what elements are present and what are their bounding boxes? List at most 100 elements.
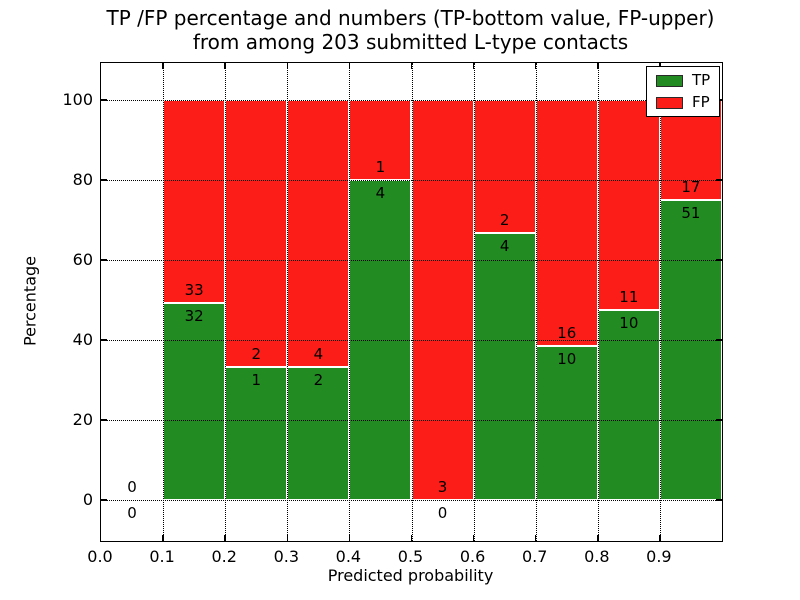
x-gridline bbox=[411, 63, 413, 541]
bar-tp bbox=[535, 346, 598, 500]
x-tick-mark bbox=[224, 535, 226, 541]
bar-tp bbox=[163, 303, 226, 500]
bar-fp-count-label: 2 bbox=[251, 344, 262, 363]
x-tick-mark bbox=[534, 63, 537, 69]
x-tick-label: 0.1 bbox=[149, 547, 175, 566]
x-tick-label: 0.0 bbox=[87, 547, 113, 566]
x-tick-mark bbox=[659, 535, 661, 541]
x-tick-mark bbox=[348, 535, 351, 541]
bar-tp bbox=[597, 309, 660, 500]
chart-title: TP /FP percentage and numbers (TP-bottom… bbox=[100, 6, 721, 54]
bar-tp-count-label: 10 bbox=[619, 313, 639, 332]
x-tick-mark bbox=[597, 63, 599, 69]
bar-tp bbox=[659, 200, 722, 500]
x-gridline bbox=[349, 63, 351, 541]
x-tick-mark bbox=[224, 63, 226, 69]
plot-area: 0 0 33 32 2 1 4 2 1 4 3 0 2 4 16 10 11 10 17 51 bbox=[100, 62, 723, 542]
x-gridline bbox=[659, 63, 661, 541]
x-tick-label: 0.6 bbox=[459, 547, 486, 566]
y-tick-label: 80 bbox=[72, 170, 93, 189]
bar-fp-count-label: 4 bbox=[313, 344, 324, 363]
legend: TP FP bbox=[646, 66, 721, 117]
bar-fp bbox=[597, 100, 660, 310]
y-tick-mark bbox=[716, 259, 722, 261]
legend-label-fp: FP bbox=[692, 93, 710, 111]
x-tick-mark bbox=[410, 535, 413, 541]
bar-fp bbox=[411, 100, 474, 500]
x-gridline bbox=[597, 63, 599, 541]
y-tick-label: 60 bbox=[72, 250, 93, 269]
x-gridline bbox=[473, 63, 475, 541]
x-axis-label: Predicted probability bbox=[327, 566, 494, 585]
x-tick-mark bbox=[597, 535, 599, 541]
bar-fp bbox=[163, 100, 226, 304]
y-tick-mark bbox=[716, 339, 722, 341]
bar-tp-count-label: 51 bbox=[681, 204, 701, 222]
y-tick-mark bbox=[716, 499, 722, 501]
x-tick-mark bbox=[410, 63, 413, 69]
y-tick-mark bbox=[101, 499, 107, 501]
x-gridline bbox=[535, 63, 537, 541]
x-tick-mark bbox=[348, 63, 351, 69]
bar-fp-count-label: 11 bbox=[619, 287, 639, 306]
bar-tp-count-label: 4 bbox=[499, 237, 510, 256]
x-gridline bbox=[163, 63, 165, 541]
x-tick-mark bbox=[472, 535, 475, 541]
x-tick-mark bbox=[162, 63, 164, 69]
bar-tp-count-label: 32 bbox=[184, 307, 204, 326]
bar-tp-count-label: 0 bbox=[437, 504, 448, 522]
y-tick-label: 20 bbox=[72, 410, 93, 429]
y-tick-mark bbox=[716, 419, 722, 421]
bar-fp-count-label: 33 bbox=[184, 281, 204, 300]
bar-fp bbox=[349, 100, 412, 180]
x-tick-label: 0.8 bbox=[584, 547, 610, 566]
x-tick-label: 0.5 bbox=[397, 547, 424, 566]
y-tick-mark bbox=[716, 179, 722, 181]
x-gridline bbox=[287, 63, 289, 541]
bar-tp-count-label: 0 bbox=[127, 504, 137, 522]
x-tick-mark bbox=[534, 535, 537, 541]
y-tick-label: 0 bbox=[82, 490, 93, 509]
bar-fp bbox=[287, 100, 350, 367]
y-tick-label: 40 bbox=[72, 330, 93, 349]
bar-fp bbox=[535, 100, 598, 347]
x-tick-mark bbox=[162, 535, 164, 541]
x-tick-label: 0.2 bbox=[211, 547, 237, 566]
x-gridline bbox=[225, 63, 227, 541]
y-tick-mark bbox=[101, 99, 107, 101]
x-tick-label: 0.3 bbox=[273, 547, 300, 566]
y-tick-mark bbox=[101, 259, 107, 261]
legend-swatch-fp bbox=[656, 96, 683, 109]
bar-tp bbox=[473, 233, 536, 500]
bar-fp-count-label: 16 bbox=[557, 324, 577, 343]
bar-tp-count-label: 2 bbox=[313, 370, 324, 389]
y-tick-mark bbox=[101, 179, 107, 181]
legend-swatch-tp bbox=[656, 74, 683, 87]
x-tick-mark bbox=[472, 63, 475, 69]
bar-fp-count-label: 0 bbox=[127, 478, 137, 496]
x-tick-label: 0.4 bbox=[335, 547, 362, 566]
legend-entry-fp: FP bbox=[656, 95, 710, 110]
bar-tp-count-label: 1 bbox=[251, 370, 262, 389]
bar-fp-count-label: 2 bbox=[499, 211, 510, 230]
x-tick-mark bbox=[286, 63, 289, 69]
y-tick-mark bbox=[101, 339, 107, 341]
bar-tp-count-label: 10 bbox=[557, 350, 577, 369]
x-tick-label: 0.7 bbox=[521, 547, 548, 566]
bar-fp bbox=[225, 100, 288, 367]
chart-title-line1: TP /FP percentage and numbers (TP-bottom… bbox=[106, 6, 715, 30]
y-axis-label: Percentage bbox=[20, 255, 40, 347]
bar-fp-count-label: 1 bbox=[375, 158, 386, 176]
legend-entry-tp: TP bbox=[656, 73, 710, 88]
bar-fp-count-label: 3 bbox=[437, 478, 448, 496]
x-tick-mark bbox=[286, 535, 289, 541]
y-tick-label: 100 bbox=[62, 90, 93, 109]
chart-title-line2: from among 203 submitted L-type contacts bbox=[192, 30, 629, 54]
bar-tp bbox=[287, 366, 350, 500]
x-tick-label: 0.9 bbox=[646, 547, 672, 566]
bar-tp-count-label: 4 bbox=[375, 184, 386, 202]
y-tick-mark bbox=[101, 419, 107, 421]
bar-fp-count-label: 17 bbox=[681, 178, 701, 196]
legend-label-tp: TP bbox=[692, 71, 711, 89]
